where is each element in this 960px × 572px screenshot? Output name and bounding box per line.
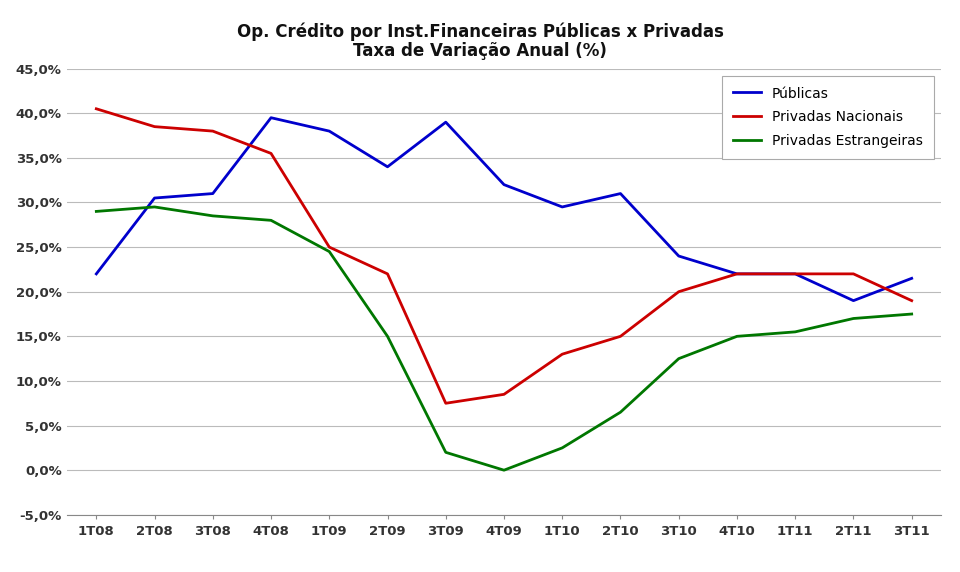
Privadas Nacionais [324,244,335,251]
Privadas Estrangeiras [789,328,801,335]
Privadas Estrangeiras [732,333,743,340]
Públicas [673,253,684,260]
Públicas [149,194,160,201]
Privadas Nacionais [207,128,219,134]
Privadas Estrangeiras [906,311,918,317]
Privadas Nacionais [848,271,859,277]
Privadas Nacionais [732,271,743,277]
Públicas [614,190,626,197]
Públicas [789,271,801,277]
Públicas [440,119,451,126]
Privadas Nacionais [265,150,276,157]
Públicas [557,204,568,210]
Privadas Estrangeiras [440,449,451,456]
Públicas [732,271,743,277]
Públicas [498,181,510,188]
Públicas [324,128,335,134]
Públicas [207,190,219,197]
Text: Taxa de Variação Anual (%): Taxa de Variação Anual (%) [353,42,607,61]
Privadas Nacionais [149,123,160,130]
Text: Op. Crédito por Inst.Financeiras Públicas x Privadas: Op. Crédito por Inst.Financeiras Pública… [236,22,724,41]
Privadas Nacionais [382,271,394,277]
Privadas Nacionais [498,391,510,398]
Públicas [848,297,859,304]
Públicas [382,164,394,170]
Públicas [90,271,102,277]
Privadas Nacionais [673,288,684,295]
Privadas Estrangeiras [673,355,684,362]
Line: Privadas Estrangeiras: Privadas Estrangeiras [96,207,912,470]
Privadas Estrangeiras [90,208,102,215]
Públicas [265,114,276,121]
Privadas Estrangeiras [265,217,276,224]
Privadas Estrangeiras [324,248,335,255]
Privadas Nacionais [906,297,918,304]
Privadas Estrangeiras [614,409,626,416]
Privadas Estrangeiras [149,204,160,210]
Line: Privadas Nacionais: Privadas Nacionais [96,109,912,403]
Públicas [906,275,918,282]
Privadas Estrangeiras [848,315,859,322]
Privadas Nacionais [789,271,801,277]
Privadas Nacionais [557,351,568,358]
Privadas Estrangeiras [382,333,394,340]
Legend: Públicas, Privadas Nacionais, Privadas Estrangeiras: Públicas, Privadas Nacionais, Privadas E… [722,76,934,159]
Privadas Nacionais [614,333,626,340]
Privadas Nacionais [440,400,451,407]
Line: Públicas: Públicas [96,118,912,301]
Privadas Nacionais [90,105,102,112]
Privadas Estrangeiras [557,444,568,451]
Privadas Estrangeiras [498,467,510,474]
Privadas Estrangeiras [207,212,219,219]
